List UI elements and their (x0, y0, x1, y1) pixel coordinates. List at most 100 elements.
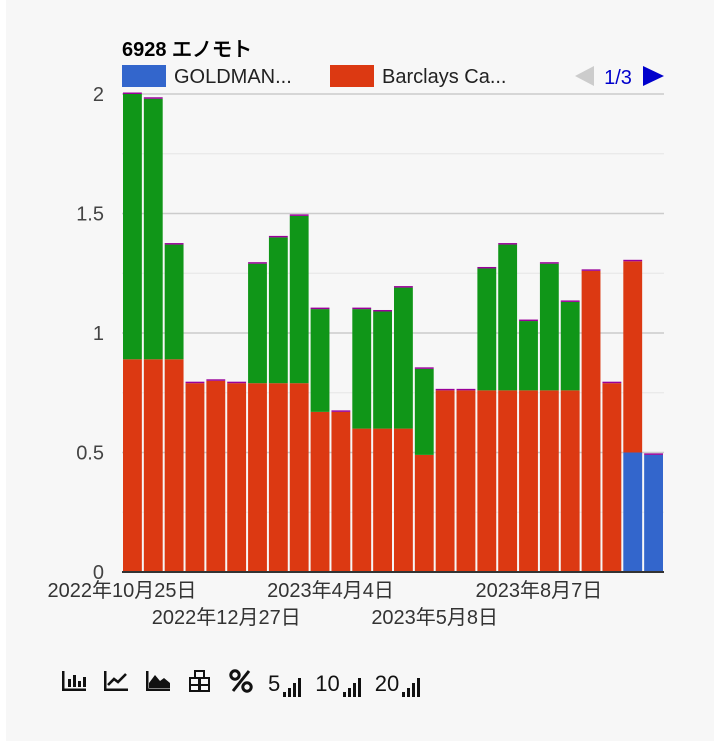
legend-swatch (330, 65, 374, 87)
bar-segment (435, 390, 455, 572)
bar-segment (519, 321, 538, 391)
percent-icon[interactable] (228, 665, 254, 697)
bar-segment (602, 383, 622, 572)
y-tick-label: 1.5 (76, 204, 104, 226)
bar-segment (394, 287, 413, 429)
bar-segment (477, 268, 497, 391)
chart-toolbar: 5 10 20 (60, 664, 434, 698)
bar-top-cap (185, 381, 205, 384)
bar-segment (123, 359, 142, 572)
bar-top-cap (539, 262, 559, 264)
chart-panel: 0 0.5 1 1.5 2 2022年10月25日 2022年12月27日 2023年4月4日… (6, 0, 714, 741)
bar-segment (123, 94, 142, 360)
x-tick-label: 2022年12月27日 (152, 606, 301, 629)
bar-top-cap (373, 309, 392, 312)
bar-top-cap (435, 388, 455, 391)
bar-segment (519, 390, 538, 572)
bar-segment (498, 390, 518, 572)
bar-segment (268, 237, 288, 384)
bar-top-cap (352, 307, 372, 310)
bar-segment (456, 390, 476, 572)
x-tick-label: 2023年4月4日 (267, 579, 394, 602)
y-tick-label: 0.5 (76, 443, 104, 465)
range-20-label: 20 (374, 671, 400, 696)
bar-segment (352, 309, 372, 429)
bar-top-cap (414, 367, 434, 369)
bar-segment (644, 454, 663, 572)
bar-top-cap (602, 381, 622, 384)
bar-top-cap (310, 307, 330, 310)
x-tick-label: 2023年5月8日 (371, 606, 498, 629)
bar-segment (623, 261, 643, 453)
bar-segment (539, 263, 559, 391)
legend-next-icon[interactable] (643, 66, 664, 86)
bar-segment (206, 380, 226, 572)
bar-segment (185, 383, 205, 572)
bar-segment (289, 383, 309, 572)
bar-top-cap (623, 259, 643, 262)
area-chart-icon[interactable] (144, 665, 172, 697)
bar-segment (227, 383, 247, 572)
legend-label: GOLDMAN... (174, 66, 292, 88)
bar-chart-icon[interactable] (60, 665, 88, 697)
bar-segment (560, 301, 580, 391)
bar-segment (143, 359, 163, 572)
bar-segment (143, 98, 163, 360)
signal-bars-icon (283, 675, 302, 697)
y-tick-label: 2 (93, 84, 104, 106)
bar-segment (560, 390, 580, 572)
bar-top-cap (644, 453, 663, 455)
bar-segment (268, 383, 288, 572)
range-10-button[interactable]: 10 (315, 665, 361, 697)
bar-segment (331, 411, 351, 572)
signal-bars-icon (402, 675, 421, 697)
line-chart-icon[interactable] (102, 665, 130, 697)
bar-top-cap (143, 97, 163, 99)
bar-segment (539, 390, 559, 572)
bar-top-cap (477, 266, 497, 269)
range-10-label: 10 (315, 671, 340, 696)
bar-top-cap (456, 388, 476, 391)
bar-segment (373, 428, 392, 572)
bar-segment (581, 270, 601, 572)
bar-segment (373, 311, 392, 429)
legend-label: Barclays Ca... (382, 66, 506, 88)
y-tick-label: 1 (93, 323, 104, 345)
bar-segment (498, 244, 518, 391)
bar-segment (310, 411, 330, 572)
bar-segment (310, 309, 330, 412)
chart-title: 6928 エノモト (122, 39, 252, 61)
bar-top-cap (248, 262, 267, 264)
bar-top-cap (227, 381, 247, 384)
bar-segment (352, 428, 372, 572)
bar-segment (394, 428, 413, 572)
bar-top-cap (581, 269, 601, 271)
range-20-button[interactable]: 20 (374, 665, 421, 697)
bar-segment (248, 263, 267, 384)
bar-top-cap (560, 300, 580, 302)
y-tick-label: 0 (93, 562, 104, 584)
stack-icon[interactable] (186, 665, 214, 697)
bar-top-cap (394, 286, 413, 288)
bar-segment (414, 454, 434, 572)
bar-top-cap (268, 235, 288, 238)
bar-segment (289, 215, 309, 384)
bar-top-cap (123, 92, 142, 94)
legend-page-label: 1/3 (604, 67, 632, 89)
range-5-button[interactable]: 5 (268, 665, 302, 697)
signal-bars-icon (342, 675, 361, 697)
bar-top-cap (164, 243, 184, 245)
bar-segment (248, 383, 267, 572)
bar-segment (623, 452, 643, 572)
bar-segment (164, 244, 184, 360)
bar-segment (164, 359, 184, 572)
legend-prev-icon[interactable] (575, 66, 594, 86)
bar-segment (477, 390, 497, 572)
x-tick-label: 2023年8月7日 (476, 579, 603, 602)
legend-swatch (122, 65, 166, 87)
bar-top-cap (519, 319, 538, 322)
bar-top-cap (206, 379, 226, 381)
bar-top-cap (498, 243, 518, 245)
x-tick-label: 2022年10月25日 (48, 579, 197, 602)
stacked-bar-chart: 0 0.5 1 1.5 2 2022年10月25日 2022年12月27日 2023年4月4日… (48, 39, 664, 629)
